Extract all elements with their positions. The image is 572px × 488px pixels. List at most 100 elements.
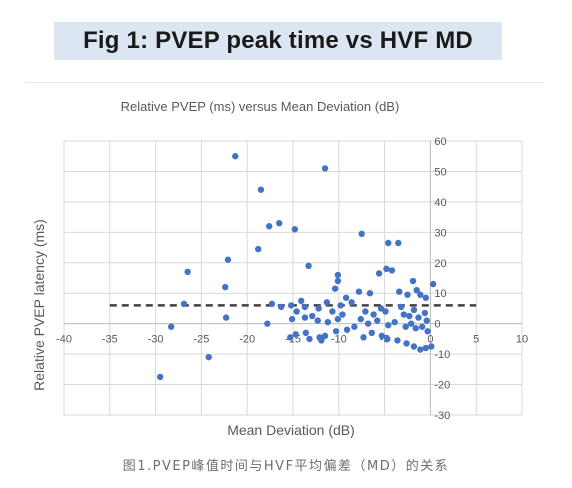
scatter-chart: -40-35-30-25-20-15-10-50510-30-20-100102… bbox=[31, 99, 528, 438]
data-point bbox=[332, 328, 340, 335]
data-point bbox=[331, 285, 339, 292]
data-point bbox=[358, 230, 365, 238]
data-point bbox=[429, 280, 437, 288]
data-point bbox=[334, 315, 342, 323]
data-point bbox=[366, 290, 374, 297]
data-point bbox=[417, 346, 424, 353]
data-point bbox=[397, 303, 405, 311]
data-point bbox=[264, 320, 271, 327]
data-point bbox=[315, 305, 322, 312]
data-point bbox=[156, 373, 164, 381]
data-point bbox=[391, 318, 398, 326]
data-point bbox=[254, 245, 262, 253]
data-point bbox=[342, 294, 350, 301]
y-axis-title: Relative PVEP latency (ms) bbox=[31, 219, 47, 391]
data-point bbox=[422, 344, 430, 352]
data-point bbox=[404, 291, 411, 298]
data-point bbox=[301, 314, 309, 321]
data-point bbox=[428, 343, 435, 350]
y-tick-label: 30 bbox=[434, 227, 446, 239]
data-point bbox=[357, 315, 364, 323]
data-point bbox=[395, 239, 402, 247]
data-point bbox=[224, 256, 232, 263]
data-point bbox=[402, 323, 409, 330]
data-point bbox=[305, 262, 312, 270]
data-point bbox=[268, 300, 276, 308]
data-point bbox=[306, 335, 313, 343]
data-point bbox=[337, 302, 344, 309]
data-point bbox=[394, 337, 401, 344]
data-point bbox=[384, 335, 391, 343]
data-point bbox=[291, 226, 299, 233]
data-point bbox=[413, 286, 420, 294]
axes: -40-35-30-25-20-15-10-50510-30-20-100102… bbox=[56, 136, 528, 422]
data-point bbox=[329, 308, 336, 315]
data-point bbox=[362, 308, 369, 315]
data-point bbox=[314, 317, 321, 324]
data-point bbox=[418, 323, 426, 330]
data-point bbox=[318, 337, 325, 344]
data-point bbox=[374, 317, 381, 324]
data-point bbox=[257, 186, 265, 193]
data-point bbox=[415, 314, 422, 321]
data-point bbox=[334, 277, 342, 285]
data-point bbox=[423, 317, 430, 324]
data-point bbox=[276, 220, 283, 227]
data-point bbox=[184, 268, 191, 276]
y-tick-label: 20 bbox=[434, 258, 446, 270]
chart-area: -40-35-30-25-20-15-10-50510-30-20-100102… bbox=[26, 82, 544, 445]
data-point bbox=[396, 288, 403, 295]
data-point bbox=[383, 265, 390, 273]
data-point bbox=[424, 328, 431, 335]
data-point bbox=[368, 329, 375, 336]
data-point bbox=[412, 325, 419, 332]
y-tick-label: 50 bbox=[434, 166, 446, 178]
data-point bbox=[321, 332, 329, 340]
data-point bbox=[355, 288, 363, 295]
x-tick-label: -30 bbox=[148, 334, 164, 346]
data-point bbox=[375, 270, 383, 277]
data-point bbox=[421, 309, 429, 317]
x-tick-label: 10 bbox=[516, 334, 528, 346]
data-point bbox=[407, 320, 415, 327]
data-point bbox=[410, 343, 418, 350]
x-tick-label: 5 bbox=[473, 334, 479, 346]
figure-title: Fig 1: PVEP peak time vs HVF MD bbox=[83, 27, 473, 54]
data-point bbox=[301, 303, 309, 311]
data-point bbox=[385, 239, 392, 247]
x-tick-label: -35 bbox=[102, 334, 118, 346]
data-point bbox=[382, 308, 389, 315]
data-point bbox=[323, 299, 331, 306]
x-tick-label: -10 bbox=[331, 334, 347, 346]
y-tick-label: -20 bbox=[434, 380, 450, 392]
data-point bbox=[334, 271, 342, 279]
data-point bbox=[343, 326, 351, 333]
data-point bbox=[180, 300, 188, 308]
data-point bbox=[298, 297, 305, 305]
data-point bbox=[265, 223, 273, 230]
data-point bbox=[360, 334, 367, 341]
data-point bbox=[385, 321, 392, 329]
data-point bbox=[406, 312, 413, 320]
data-point bbox=[287, 302, 295, 309]
figure-title-banner: Fig 1: PVEP peak time vs HVF MD bbox=[54, 22, 502, 60]
data-point bbox=[351, 323, 358, 330]
y-tick-label: 0 bbox=[434, 319, 440, 331]
data-point bbox=[292, 331, 299, 338]
data-point bbox=[400, 311, 408, 318]
x-tick-label: -25 bbox=[193, 334, 209, 346]
data-point bbox=[309, 312, 316, 320]
data-point bbox=[167, 323, 175, 330]
y-tick-label: 10 bbox=[434, 288, 446, 300]
chart-title: Relative PVEP (ms) versus Mean Deviation… bbox=[121, 99, 400, 114]
figure-caption: 图1.PVEP峰值时间与HVF平均偏差（MD）的关系 bbox=[122, 459, 450, 474]
data-point bbox=[409, 277, 417, 285]
data-point bbox=[403, 340, 410, 347]
data-point bbox=[422, 294, 430, 301]
data-point bbox=[417, 291, 424, 298]
data-point bbox=[370, 311, 377, 318]
y-tick-label: -10 bbox=[434, 349, 450, 361]
data-point bbox=[348, 299, 355, 306]
grid bbox=[63, 140, 523, 416]
data-point bbox=[324, 318, 332, 326]
